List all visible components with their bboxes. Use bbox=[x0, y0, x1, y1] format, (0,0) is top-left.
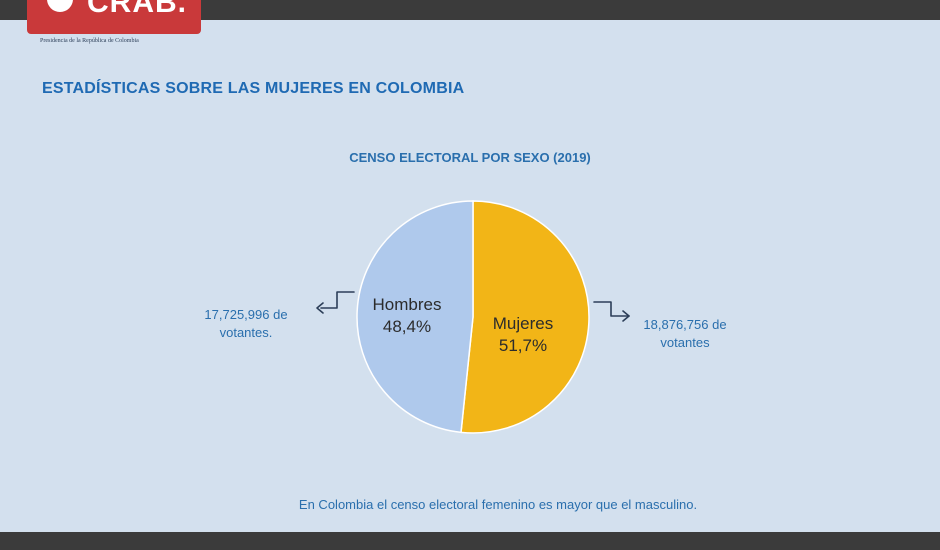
logo-subtitle: Presidencia de la República de Colombia bbox=[40, 38, 139, 44]
top-bar bbox=[0, 0, 940, 20]
right-callout-arrowhead-icon bbox=[622, 310, 630, 322]
slice-label-mujeres-name: Mujeres bbox=[492, 314, 554, 333]
callout-hombres-voters: 17,725,996 de votantes. bbox=[204, 307, 288, 340]
page-title: ESTADÍSTICAS SOBRE LAS MUJERES EN COLOMB… bbox=[42, 80, 465, 97]
slice-label-hombres: Hombres 48,4% bbox=[352, 294, 462, 338]
pie-slice-hombres bbox=[356, 200, 474, 434]
bottom-bar bbox=[0, 532, 940, 550]
right-callout-arrow-icon bbox=[593, 301, 630, 317]
footer-note: En Colombia el censo electoral femenino … bbox=[298, 497, 698, 512]
left-callout-arrowhead-icon bbox=[316, 302, 324, 314]
logo-circle-icon bbox=[47, 0, 73, 12]
callout-mujeres-voters: 18,876,756 de votantes bbox=[643, 317, 727, 350]
slice-label-hombres-percent: 48,4% bbox=[382, 317, 432, 336]
logo-brand-text: CRAB. bbox=[87, 0, 187, 19]
left-callout-arrow-icon bbox=[320, 291, 355, 309]
chart-title: CENSO ELECTORAL POR SEXO (2019) bbox=[349, 150, 591, 165]
slice-label-mujeres: Mujeres 51,7% bbox=[468, 313, 578, 357]
slice-label-mujeres-percent: 51,7% bbox=[498, 336, 548, 355]
pie-slice-mujeres bbox=[460, 200, 590, 434]
slice-label-hombres-name: Hombres bbox=[372, 295, 442, 314]
logo: CRAB. bbox=[27, 0, 201, 34]
